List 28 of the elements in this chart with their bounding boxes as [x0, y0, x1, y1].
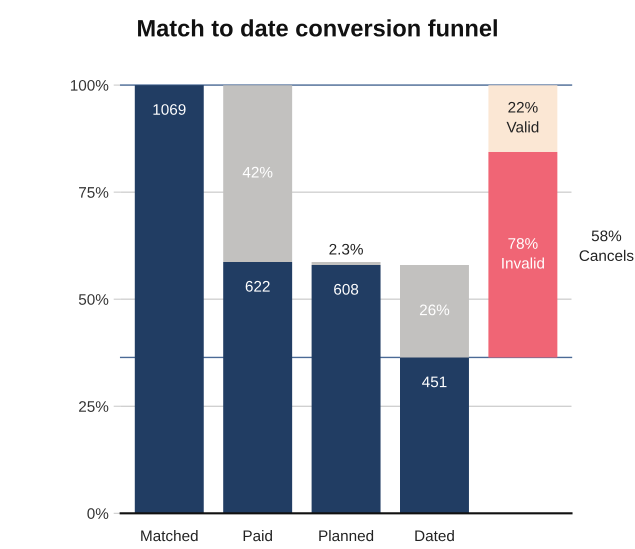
annotation: 2.3%: [329, 244, 363, 255]
bar: [312, 264, 381, 514]
annotation: 22% Valid: [506, 102, 538, 132]
x-tick-label: Matched: [141, 530, 198, 542]
bar: [400, 264, 469, 358]
x-tick-label: Dated: [415, 530, 454, 542]
bar: [312, 262, 381, 265]
y-tick-label: 50%: [78, 294, 108, 305]
x-tick-label: Planned: [319, 530, 374, 542]
annotation: 42%: [242, 166, 272, 178]
text: 58% Cancels: [580, 230, 634, 262]
y-tick-label: 100%: [70, 80, 108, 91]
annotation: 78% Invalid: [502, 238, 544, 269]
chart-title: Match to date conversion funnel: [138, 19, 497, 37]
annotation: 451: [422, 376, 446, 388]
x-tick-label: Paid: [244, 530, 272, 542]
bar: [400, 357, 469, 514]
annotation: 1069: [153, 104, 186, 115]
annotation: 608: [334, 284, 358, 295]
y-tick-label: 25%: [79, 401, 108, 412]
annotation: 26%: [420, 304, 450, 316]
annotation: 622: [246, 280, 270, 292]
y-tick-label: 75%: [79, 187, 108, 198]
bar: [134, 85, 204, 514]
y-tick-label: 0%: [87, 508, 108, 519]
bar: [223, 262, 292, 514]
bar: [488, 152, 558, 358]
bar: [223, 85, 292, 262]
